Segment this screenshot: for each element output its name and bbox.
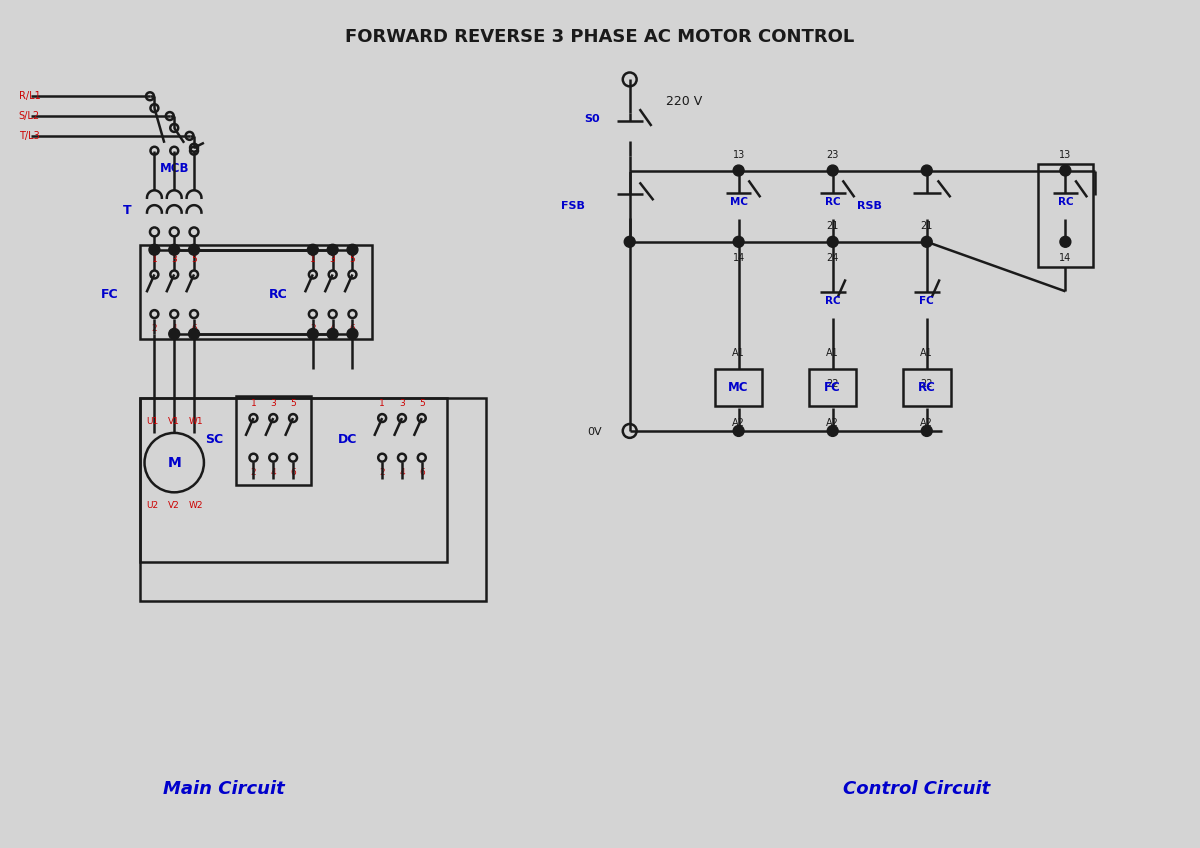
Circle shape (733, 165, 744, 176)
Text: A1: A1 (920, 348, 934, 358)
Text: 2: 2 (251, 468, 257, 477)
Text: 22: 22 (827, 379, 839, 389)
Text: 3: 3 (172, 255, 178, 264)
Text: T: T (122, 204, 131, 216)
Text: W2: W2 (188, 500, 203, 510)
Text: U2: U2 (146, 500, 158, 510)
Text: 5: 5 (419, 399, 425, 408)
Text: 14: 14 (1060, 253, 1072, 263)
Text: 23: 23 (827, 150, 839, 159)
Text: 22: 22 (920, 379, 934, 389)
Circle shape (347, 328, 358, 339)
Text: FC: FC (919, 296, 934, 306)
Text: DC: DC (338, 433, 358, 446)
Circle shape (188, 328, 199, 339)
Text: 6: 6 (349, 325, 355, 333)
Text: V1: V1 (168, 416, 180, 426)
Circle shape (922, 165, 932, 176)
Circle shape (827, 426, 838, 437)
Circle shape (149, 244, 160, 255)
Text: W1: W1 (188, 416, 203, 426)
Text: RC: RC (269, 287, 288, 301)
Text: 6: 6 (419, 468, 425, 477)
Circle shape (328, 328, 338, 339)
Text: 2: 2 (379, 468, 385, 477)
Text: A1: A1 (732, 348, 745, 358)
Text: 6: 6 (191, 325, 197, 333)
Text: 4: 4 (172, 325, 178, 333)
Text: FC: FC (101, 287, 119, 301)
Circle shape (922, 426, 932, 437)
Text: RC: RC (824, 296, 840, 306)
Text: 2: 2 (310, 325, 316, 333)
Circle shape (169, 244, 180, 255)
Circle shape (1060, 237, 1070, 248)
Text: R/L1: R/L1 (19, 92, 41, 101)
Circle shape (827, 237, 838, 248)
Text: 21: 21 (920, 221, 932, 231)
Text: RC: RC (824, 198, 840, 207)
Circle shape (307, 328, 318, 339)
Text: Main Circuit: Main Circuit (163, 780, 284, 798)
Text: 13: 13 (732, 150, 745, 159)
Text: FSB: FSB (562, 201, 586, 211)
Circle shape (733, 237, 744, 248)
Text: 5: 5 (290, 399, 296, 408)
Circle shape (733, 426, 744, 437)
Text: RC: RC (1057, 198, 1073, 207)
Text: 1: 1 (251, 399, 257, 408)
Text: A1: A1 (827, 348, 839, 358)
Text: 3: 3 (330, 255, 336, 264)
Text: 5: 5 (349, 255, 355, 264)
Text: M: M (167, 455, 181, 470)
Text: FORWARD REVERSE 3 PHASE AC MOTOR CONTROL: FORWARD REVERSE 3 PHASE AC MOTOR CONTROL (346, 28, 854, 46)
Text: A2: A2 (920, 418, 934, 428)
Text: 1: 1 (310, 255, 316, 264)
Text: 6: 6 (290, 468, 296, 477)
Text: 14: 14 (732, 253, 745, 263)
Text: S0: S0 (584, 114, 600, 124)
Text: FC: FC (824, 381, 841, 393)
Text: T/L3: T/L3 (19, 131, 40, 141)
Text: 21: 21 (827, 221, 839, 231)
Circle shape (827, 165, 838, 176)
Text: 3: 3 (400, 399, 404, 408)
Text: U1: U1 (146, 416, 158, 426)
Circle shape (922, 237, 932, 248)
Text: MC: MC (728, 381, 749, 393)
Text: RSB: RSB (857, 201, 882, 211)
Text: 4: 4 (270, 468, 276, 477)
Text: RC: RC (918, 381, 936, 393)
Text: 220 V: 220 V (666, 95, 702, 108)
Text: 4: 4 (400, 468, 404, 477)
Text: 24: 24 (827, 253, 839, 263)
Text: A2: A2 (827, 418, 839, 428)
Text: 2: 2 (151, 325, 157, 333)
Text: Control Circuit: Control Circuit (844, 780, 990, 798)
Circle shape (328, 244, 338, 255)
Text: 13: 13 (1060, 150, 1072, 159)
Circle shape (347, 244, 358, 255)
Circle shape (307, 244, 318, 255)
Circle shape (624, 237, 635, 248)
Text: A2: A2 (732, 418, 745, 428)
Text: 4: 4 (330, 325, 336, 333)
Text: 3: 3 (270, 399, 276, 408)
Text: 5: 5 (191, 255, 197, 264)
Text: S/L2: S/L2 (19, 111, 40, 121)
Text: V2: V2 (168, 500, 180, 510)
Circle shape (1060, 165, 1070, 176)
Text: SC: SC (205, 433, 223, 446)
Text: MC: MC (730, 198, 748, 207)
Circle shape (188, 244, 199, 255)
Text: 1: 1 (151, 255, 157, 264)
Text: MCB: MCB (160, 162, 188, 175)
Text: 0V: 0V (587, 427, 602, 437)
Circle shape (169, 328, 180, 339)
Text: 1: 1 (379, 399, 385, 408)
